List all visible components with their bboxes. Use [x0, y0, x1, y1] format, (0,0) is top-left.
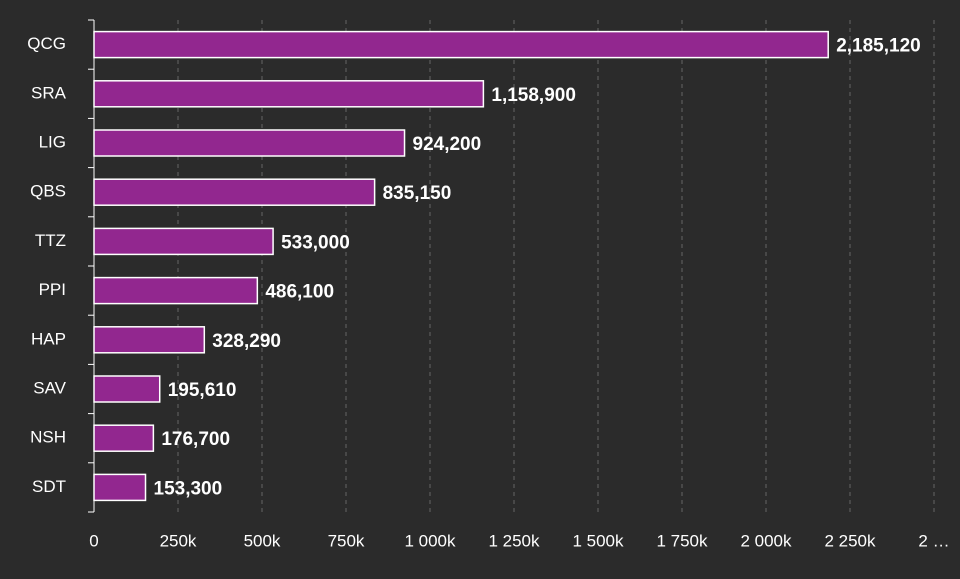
bar [93, 276, 259, 305]
y-tick-label: SRA [31, 83, 67, 102]
x-tick-label: 1 000k [404, 531, 456, 550]
y-tick-label: SDT [32, 477, 66, 496]
bar [93, 129, 406, 157]
x-tick-label: 250k [160, 531, 197, 550]
x-tick-label: 1 250k [488, 531, 540, 550]
value-label: 2,185,120 [836, 36, 921, 57]
x-tick-label: 1 750k [656, 531, 708, 550]
value-label: 835,150 [383, 183, 452, 204]
bar [93, 326, 206, 354]
bar [93, 80, 485, 108]
value-label: 486,100 [265, 282, 334, 303]
x-tick-label: 2 000k [740, 531, 792, 550]
x-tick-label: 0 [89, 531, 98, 550]
value-label: 153,300 [154, 478, 223, 499]
bar [93, 473, 147, 502]
x-tick-label: 2 250k [824, 531, 876, 550]
value-label: 924,200 [413, 134, 482, 155]
value-label: 195,610 [168, 380, 237, 401]
y-tick-label: QBS [30, 182, 66, 201]
bar [93, 227, 274, 256]
bar [93, 30, 829, 59]
x-tick-label: 750k [328, 531, 365, 550]
value-label: 533,000 [281, 232, 350, 253]
x-tick-label: 500k [244, 531, 281, 550]
value-label: 176,700 [161, 429, 230, 450]
bar [93, 424, 155, 452]
y-tick-label: NSH [30, 428, 66, 447]
y-tick-label: PPI [39, 280, 66, 299]
y-tick-label: QCG [27, 34, 66, 53]
y-tick-label: SAV [33, 378, 66, 397]
x-tick-label: 1 500k [572, 531, 624, 550]
bar [93, 178, 376, 206]
value-label: 1,158,900 [491, 85, 576, 106]
x-tick-label: 2 … [918, 531, 949, 550]
bar [93, 375, 161, 403]
value-label: 328,290 [212, 331, 281, 352]
y-tick-label: LIG [39, 132, 66, 151]
y-tick-label: HAP [31, 329, 66, 348]
y-tick-label: TTZ [35, 231, 66, 250]
